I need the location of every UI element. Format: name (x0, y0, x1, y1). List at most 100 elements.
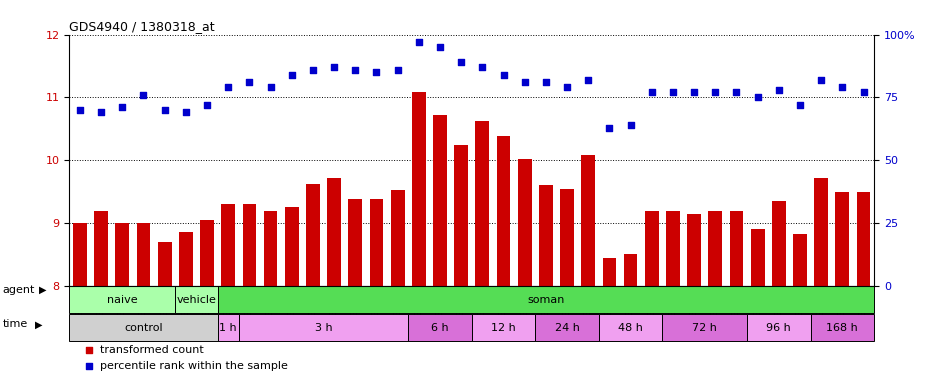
Text: 12 h: 12 h (491, 323, 516, 333)
Text: 1 h: 1 h (219, 323, 237, 333)
Point (284, 72, 299, 78)
Point (305, 67, 320, 73)
Point (72, 107, 87, 113)
Point (623, 122, 638, 128)
Text: 72 h: 72 h (692, 323, 717, 333)
Bar (433, 115, 447, 286)
Bar (666, 210, 680, 286)
Point (200, 102, 215, 108)
Text: ▶: ▶ (39, 285, 46, 295)
Point (412, 39, 426, 45)
Point (157, 107, 172, 113)
Bar (581, 155, 595, 286)
Text: 168 h: 168 h (826, 323, 858, 333)
Text: GDS4940 / 1380318_at: GDS4940 / 1380318_at (69, 20, 215, 33)
Point (538, 79, 553, 85)
Bar (217, 314, 239, 341)
Bar (390, 190, 404, 286)
Text: 48 h: 48 h (618, 323, 643, 333)
Point (454, 59, 469, 65)
Bar (814, 178, 828, 286)
Bar (200, 220, 214, 286)
Bar (857, 192, 870, 286)
Point (179, 109, 193, 116)
Bar (175, 286, 217, 313)
Point (390, 67, 405, 73)
Point (835, 84, 850, 90)
Bar (730, 210, 744, 286)
Bar (69, 314, 217, 341)
Text: naive: naive (107, 295, 138, 305)
Bar (810, 314, 874, 341)
Bar (408, 314, 472, 341)
Bar (179, 232, 192, 286)
Point (433, 44, 448, 50)
Text: 6 h: 6 h (431, 323, 449, 333)
Bar (454, 144, 468, 286)
Bar (239, 314, 408, 341)
Bar (623, 255, 637, 286)
Point (263, 84, 278, 90)
Point (136, 92, 151, 98)
Point (517, 79, 532, 85)
Bar (793, 234, 807, 286)
Bar (217, 286, 874, 313)
Bar (497, 136, 511, 286)
Bar (687, 214, 701, 286)
Bar (137, 223, 151, 286)
Bar (472, 314, 536, 341)
Text: 24 h: 24 h (555, 323, 579, 333)
Bar (327, 178, 341, 286)
Text: soman: soman (527, 295, 564, 305)
Bar (264, 210, 278, 286)
Bar (598, 314, 662, 341)
Bar (242, 204, 256, 286)
Point (708, 89, 722, 96)
Bar (306, 184, 320, 286)
Text: 96 h: 96 h (767, 323, 791, 333)
Point (496, 72, 511, 78)
Bar (709, 210, 722, 286)
Point (348, 67, 363, 73)
Point (857, 89, 871, 96)
Point (814, 77, 829, 83)
Point (645, 89, 660, 96)
Point (665, 89, 680, 96)
Point (581, 77, 596, 83)
Bar (518, 159, 532, 286)
Bar (94, 210, 108, 286)
Point (750, 94, 765, 101)
Bar (475, 121, 489, 286)
Bar (747, 314, 810, 341)
Point (771, 87, 786, 93)
Text: ▶: ▶ (35, 319, 43, 329)
Bar (662, 314, 747, 341)
Bar (370, 199, 383, 286)
Point (648, 153, 662, 159)
Bar (772, 201, 785, 286)
Text: percentile rank within the sample: percentile rank within the sample (100, 361, 288, 371)
Bar (221, 204, 235, 286)
Text: time: time (3, 319, 28, 329)
Bar (645, 210, 659, 286)
Point (115, 104, 130, 111)
Point (648, 298, 662, 305)
Bar (751, 229, 765, 286)
Bar (349, 199, 363, 286)
Text: vehicle: vehicle (177, 295, 216, 305)
Point (327, 64, 341, 70)
Point (475, 64, 489, 70)
Point (602, 124, 617, 131)
Bar (539, 185, 553, 286)
Point (221, 84, 236, 90)
Bar (116, 223, 130, 286)
Point (93, 109, 108, 116)
Bar (561, 189, 574, 286)
Bar (69, 286, 175, 313)
Bar (536, 314, 598, 341)
Point (793, 102, 808, 108)
Bar (412, 93, 426, 286)
Text: control: control (124, 323, 163, 333)
Point (242, 79, 257, 85)
Point (369, 69, 384, 75)
